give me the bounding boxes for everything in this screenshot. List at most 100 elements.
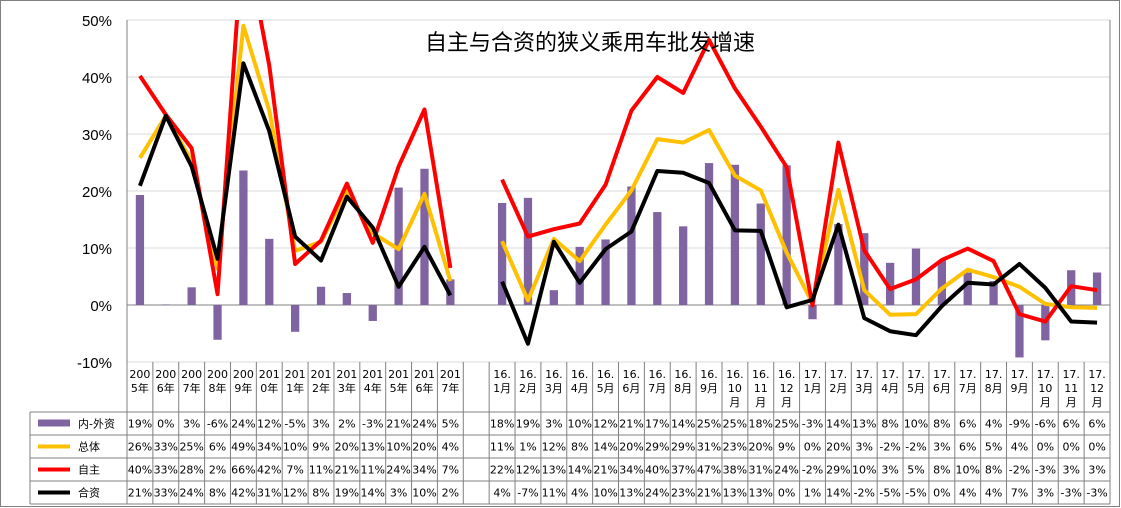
bar (161, 304, 170, 305)
bar (963, 272, 972, 305)
x-tick-label: 17. 1月 (804, 368, 822, 395)
data-label: 21% (619, 418, 643, 431)
legend-label: 内-外资 (78, 417, 115, 431)
data-label: 3% (933, 441, 950, 454)
data-label: 11% (309, 464, 333, 477)
bar (627, 186, 636, 305)
line-series (138, 20, 1098, 346)
data-label: 20% (749, 441, 773, 454)
bar (316, 286, 326, 305)
data-label: 24% (645, 487, 669, 500)
data-label: 26% (128, 441, 152, 454)
data-label: 4% (959, 487, 976, 500)
data-label: -2% (802, 464, 823, 477)
data-label: 22% (490, 464, 514, 477)
x-tick-label: 17. 4月 (881, 368, 899, 395)
data-label: 33% (154, 487, 178, 500)
data-label: 14% (671, 418, 695, 431)
data-label: 4% (442, 441, 459, 454)
x-tick-label: 200 7年 (181, 368, 202, 395)
data-label: 5% (442, 418, 459, 431)
x-tick-label: 17. 10 月 (1037, 368, 1055, 409)
data-label: 6% (959, 441, 976, 454)
data-label: 0% (1062, 441, 1079, 454)
data-label: 8% (985, 464, 1002, 477)
data-label: 4% (1011, 441, 1028, 454)
x-tick-label: 201 1年 (285, 368, 306, 395)
x-tick-label: 17. 9月 (1010, 368, 1028, 395)
x-tick-label: 16. 1月 (493, 368, 511, 395)
data-label: 21% (335, 464, 359, 477)
data-label: 10% (567, 418, 591, 431)
data-label: 13% (542, 464, 566, 477)
data-label: 20% (335, 441, 359, 454)
x-tick-label: 16. 6月 (622, 368, 640, 395)
bar (808, 305, 817, 320)
data-label: -5% (284, 418, 305, 431)
data-label: 10% (955, 464, 979, 477)
data-label: -3% (362, 418, 383, 431)
data-label: 40% (645, 464, 669, 477)
data-label: 34% (619, 464, 643, 477)
y-tick-label: 10% (82, 241, 112, 258)
data-label: 12% (593, 418, 617, 431)
data-label: 6% (959, 418, 976, 431)
y-tick-label: 0% (90, 298, 112, 315)
bar (239, 170, 248, 305)
data-label: 20% (619, 441, 643, 454)
data-label: 13% (723, 487, 747, 500)
series-line (500, 37, 1098, 324)
x-tick-label: 17. 5月 (907, 368, 925, 395)
data-label: 28% (179, 464, 203, 477)
y-tick-label: 50% (82, 13, 112, 30)
data-label: 13% (361, 441, 385, 454)
series-line (138, 20, 453, 297)
data-label: 23% (671, 487, 695, 500)
data-label: 6% (1088, 418, 1105, 431)
data-label: -3% (802, 418, 823, 431)
x-tick-label: 201 3年 (336, 368, 357, 395)
bar (368, 305, 377, 321)
data-label: 4% (493, 487, 510, 500)
bar (653, 212, 662, 305)
data-label: 11% (542, 487, 566, 500)
x-tick-label: 201 5年 (388, 368, 409, 395)
bar (523, 197, 533, 305)
data-label: 33% (154, 441, 178, 454)
data-label: 0% (1037, 441, 1054, 454)
data-label: 13% (619, 487, 643, 500)
data-label: 10% (904, 418, 928, 431)
data-label: 18% (490, 418, 514, 431)
data-label: 24% (386, 464, 410, 477)
data-label: 3% (1062, 464, 1079, 477)
data-label: 7% (1011, 487, 1028, 500)
series-line (138, 61, 453, 297)
data-label: 0% (157, 418, 174, 431)
legend-label: 总体 (78, 440, 100, 454)
data-label: -3% (1035, 464, 1056, 477)
data-label: 25% (774, 418, 798, 431)
x-tick-label: 17. 2月 (829, 368, 847, 395)
data-label: 12% (257, 418, 281, 431)
bar (497, 202, 507, 305)
data-label: 37% (671, 464, 695, 477)
y-tick-label: 40% (82, 70, 112, 87)
x-tick-label: 16. 3月 (545, 368, 563, 395)
bar (704, 163, 714, 305)
data-label: -2% (854, 487, 875, 500)
data-label: -7% (517, 487, 538, 500)
data-label: 8% (881, 418, 898, 431)
data-label: 25% (697, 418, 721, 431)
x-tick-label: 16. 2月 (519, 368, 537, 395)
x-tick-label: 17. 8月 (985, 368, 1003, 395)
data-label: 25% (179, 441, 203, 454)
legend-swatch-bar (38, 419, 70, 427)
data-label: 3% (183, 418, 200, 431)
y-axis: 50%40%30%20%10%0%-10% (77, 13, 1110, 504)
x-tick-label: 16. 9月 (700, 368, 718, 395)
data-label: 2% (209, 464, 226, 477)
data-label: 14% (593, 441, 617, 454)
x-tick-label: 16. 8月 (674, 368, 692, 395)
data-label: 25% (723, 418, 747, 431)
